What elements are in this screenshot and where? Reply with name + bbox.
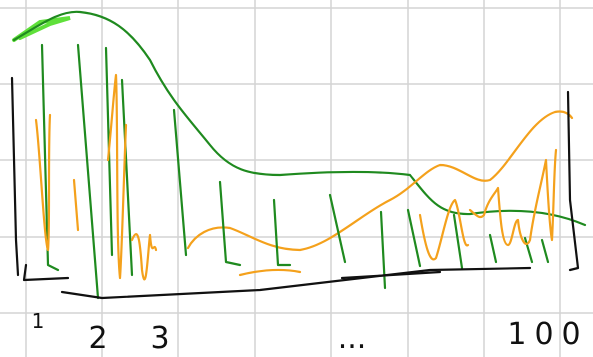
label: 100 <box>507 317 588 352</box>
green-stroke <box>274 200 290 265</box>
green-stroke <box>408 210 420 266</box>
axis-right <box>568 92 578 270</box>
orange-stroke <box>36 115 50 250</box>
label: ... <box>338 321 367 356</box>
orange-strokes <box>36 75 556 279</box>
orange-stroke <box>74 180 78 230</box>
orange-stroke <box>132 234 156 279</box>
green-stroke <box>174 110 186 255</box>
page: 1 2 3 ... 100 (() => { const data = JSON… <box>0 0 593 357</box>
green-stroke <box>78 45 98 298</box>
baselines <box>12 78 578 298</box>
label: 1 <box>32 309 45 333</box>
green-stroke <box>542 240 548 262</box>
baseline <box>342 272 440 278</box>
axis-left <box>12 78 18 275</box>
label: 2 <box>88 321 107 356</box>
orange-stroke <box>240 270 300 275</box>
green-stroke <box>490 235 496 262</box>
orange-stroke <box>470 150 556 245</box>
green-stroke <box>220 182 240 265</box>
green-stroke <box>330 195 345 262</box>
baseline <box>24 265 68 280</box>
highlight-stroke <box>14 18 70 40</box>
sketch: 1 2 3 ... 100 <box>0 0 593 357</box>
label: 3 <box>150 321 169 356</box>
